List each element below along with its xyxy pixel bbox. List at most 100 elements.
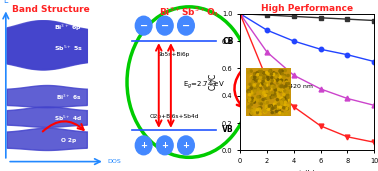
- Point: [277, 85, 284, 88]
- Point: [269, 78, 275, 81]
- Point: [266, 86, 272, 89]
- Point: [274, 108, 280, 110]
- X-axis label: t (h): t (h): [299, 170, 315, 171]
- Point: [285, 93, 291, 95]
- Point: [260, 92, 266, 95]
- Point: [284, 113, 290, 115]
- Point: [258, 73, 264, 76]
- Point: [265, 76, 271, 78]
- Text: Band Structure: Band Structure: [12, 5, 90, 14]
- Point: [271, 103, 277, 106]
- Point: [263, 97, 269, 100]
- Point: [249, 91, 255, 94]
- Point: [247, 98, 253, 101]
- Point: [269, 84, 275, 87]
- Point: [275, 82, 281, 84]
- Point: [263, 107, 269, 110]
- Point: [282, 74, 288, 77]
- Point: [257, 87, 263, 90]
- Point: [273, 72, 279, 75]
- Point: [272, 111, 278, 114]
- Point: [270, 94, 276, 97]
- Point: [254, 78, 260, 81]
- Point: [251, 76, 257, 78]
- Point: [257, 76, 263, 79]
- Text: Sb5s+Bi6p: Sb5s+Bi6p: [158, 52, 190, 57]
- Point: [265, 91, 271, 94]
- Point: [274, 73, 280, 75]
- Point: [248, 100, 254, 103]
- Point: [252, 76, 258, 79]
- Point: [256, 76, 262, 79]
- Point: [264, 81, 270, 84]
- Text: −: −: [161, 21, 169, 31]
- Point: [274, 78, 280, 81]
- Point: [269, 111, 275, 114]
- Circle shape: [178, 16, 194, 35]
- Point: [247, 87, 253, 90]
- Text: O2p+Bi6s+Sb4d: O2p+Bi6s+Sb4d: [149, 114, 198, 119]
- Point: [249, 84, 256, 87]
- Point: [254, 108, 260, 111]
- Point: [246, 105, 253, 108]
- Point: [268, 69, 274, 72]
- Text: −: −: [139, 21, 148, 31]
- Point: [284, 81, 290, 83]
- Point: [279, 97, 285, 100]
- Point: [248, 113, 254, 115]
- Circle shape: [156, 16, 173, 35]
- Point: [279, 71, 285, 74]
- Point: [253, 84, 259, 87]
- Point: [251, 109, 257, 112]
- Text: Bi$^{3+}$Sb$^{5+}$O$_4$: Bi$^{3+}$Sb$^{5+}$O$_4$: [159, 5, 219, 19]
- Point: [256, 107, 262, 109]
- Point: [245, 71, 251, 74]
- Point: [264, 107, 270, 110]
- Point: [273, 72, 279, 75]
- Point: [257, 109, 263, 112]
- Point: [283, 79, 289, 82]
- Point: [262, 72, 268, 75]
- Point: [268, 96, 274, 99]
- Point: [251, 85, 257, 88]
- Point: [278, 101, 284, 103]
- Point: [268, 96, 274, 99]
- Point: [262, 101, 268, 104]
- Point: [277, 111, 283, 114]
- Point: [280, 98, 286, 101]
- Point: [277, 85, 283, 88]
- Point: [283, 95, 289, 97]
- Point: [257, 75, 263, 78]
- Point: [274, 79, 280, 82]
- Point: [275, 79, 281, 81]
- Point: [249, 87, 255, 89]
- Point: [283, 100, 289, 102]
- Point: [250, 99, 256, 102]
- Point: [272, 94, 278, 96]
- Point: [279, 70, 285, 72]
- Point: [262, 111, 268, 113]
- Text: DOS: DOS: [108, 159, 121, 164]
- Point: [270, 96, 276, 98]
- Point: [251, 85, 257, 88]
- Point: [250, 99, 256, 102]
- Point: [257, 95, 263, 98]
- Polygon shape: [7, 86, 87, 108]
- Point: [274, 74, 280, 77]
- Point: [260, 80, 266, 83]
- Point: [276, 81, 282, 83]
- Point: [274, 90, 280, 93]
- Point: [272, 92, 278, 95]
- Point: [282, 69, 288, 72]
- Text: E: E: [3, 0, 8, 5]
- Point: [264, 90, 270, 93]
- Point: [285, 104, 291, 107]
- Point: [263, 94, 269, 97]
- Circle shape: [135, 136, 152, 155]
- Point: [263, 105, 270, 108]
- Point: [282, 90, 288, 92]
- Point: [274, 93, 280, 95]
- Point: [276, 73, 282, 76]
- Point: [269, 76, 275, 79]
- Point: [285, 108, 291, 110]
